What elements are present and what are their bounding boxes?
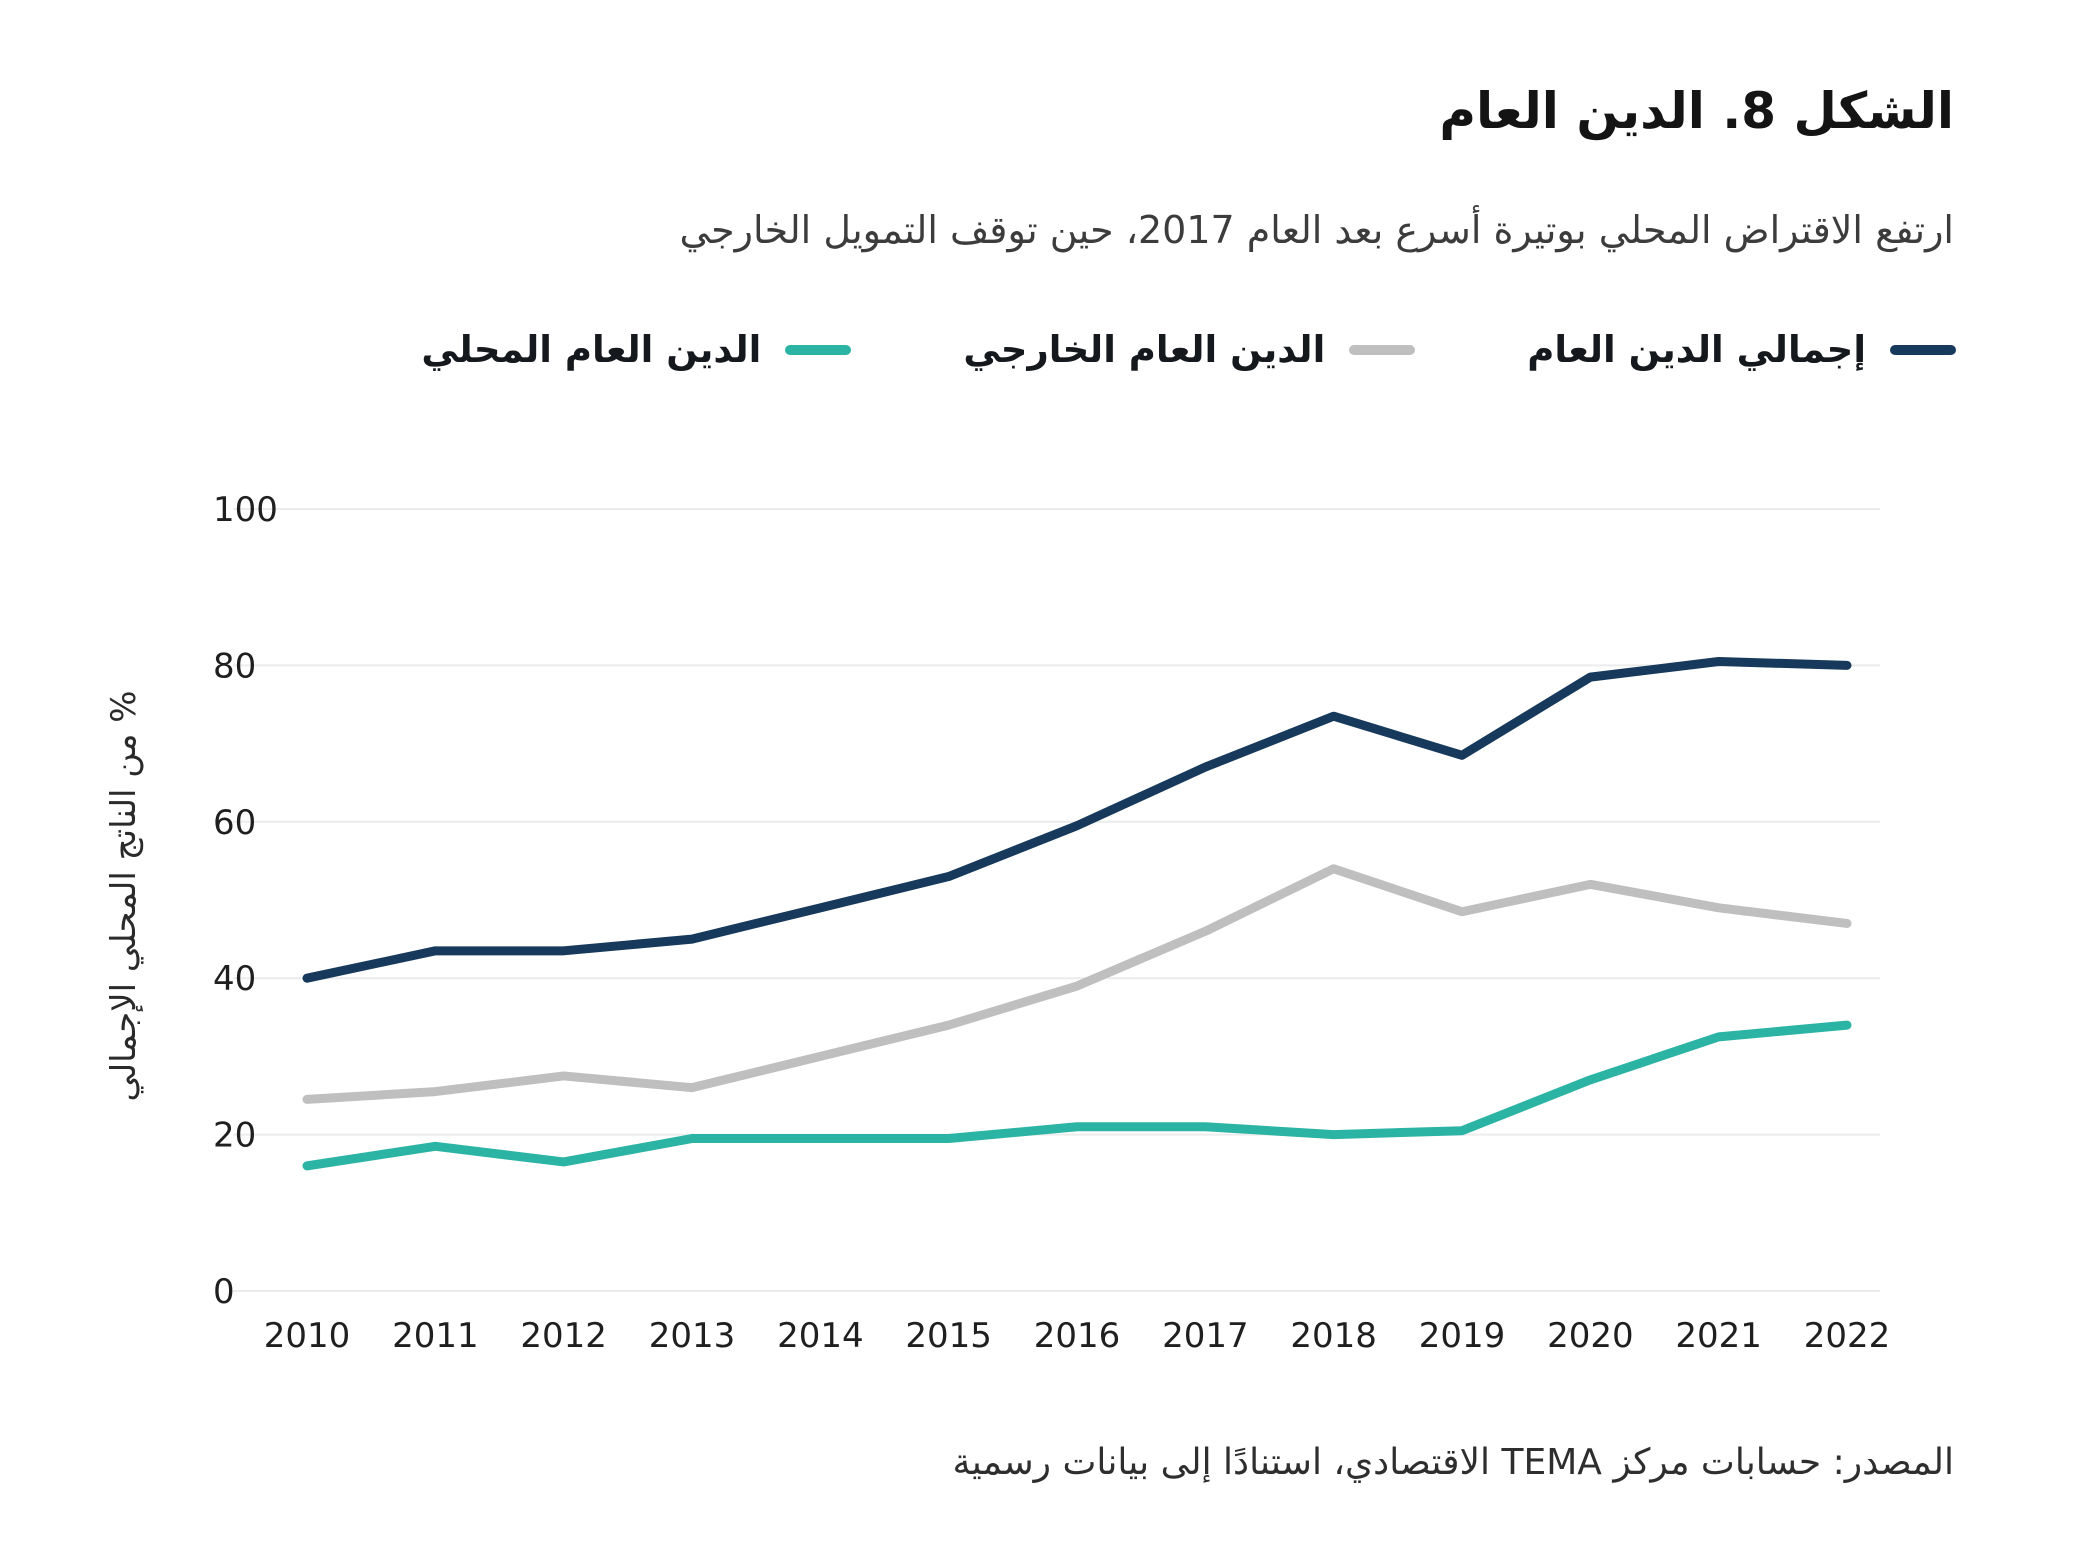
x-tick-label: 2016 [1034,1316,1121,1356]
y-tick-label: 80 [213,646,256,686]
legend-item-domestic-debt: الدين العام المحلي [421,328,852,371]
x-tick-label: 2018 [1290,1316,1377,1356]
y-tick-label: 20 [213,1116,256,1156]
y-tick-label: 0 [213,1272,235,1312]
y-tick-label: 60 [213,803,256,843]
legend-label-domestic-debt: الدين العام المحلي [421,328,762,371]
legend-label-total-debt: إجمالي الدين العام [1527,328,1866,371]
x-tick-label: 2011 [392,1316,479,1356]
y-tick-label: 100 [213,490,278,530]
domestic-debt-line [302,1020,1852,1171]
x-tick-label: 2022 [1804,1316,1891,1356]
total-debt-line [302,656,1852,983]
legend-label-external-debt: الدين العام الخارجي [963,328,1326,371]
x-tick-label: 2010 [264,1316,351,1356]
legend-item-total-debt: إجمالي الدين العام [1527,328,1956,371]
y-tick-label: 40 [213,959,256,999]
chart-title: الشكل 8. الدين العام [1439,82,1954,140]
x-tick-label: 2017 [1162,1316,1249,1356]
legend-swatch-external-debt [1349,344,1416,355]
legend-swatch-domestic-debt [785,344,852,355]
legend-item-external-debt: الدين العام الخارجي [963,328,1416,371]
x-tick-label: 2019 [1419,1316,1506,1356]
source-note: المصدر: حسابات مركز TEMA الاقتصادي، استن… [952,1442,1954,1483]
x-tick-label: 2012 [520,1316,607,1356]
x-tick-label: 2021 [1675,1316,1762,1356]
chart-legend: إجمالي الدين العام الدين العام الخارجي ا… [421,328,1956,371]
external-debt-line [302,864,1852,1104]
x-tick-label: 2013 [649,1316,736,1356]
line-chart: 0 20 40 60 80 100 2010 2011 2012 2013 2014 2015 2016… [213,490,1891,1356]
x-tick-label: 2015 [905,1316,992,1356]
chart-subtitle: ارتفع الاقتراض المحلي بوتيرة أسرع بعد ال… [679,208,1954,252]
x-tick-label: 2014 [777,1316,864,1356]
legend-swatch-total-debt [1890,344,1956,355]
x-tick-label: 2020 [1547,1316,1634,1356]
